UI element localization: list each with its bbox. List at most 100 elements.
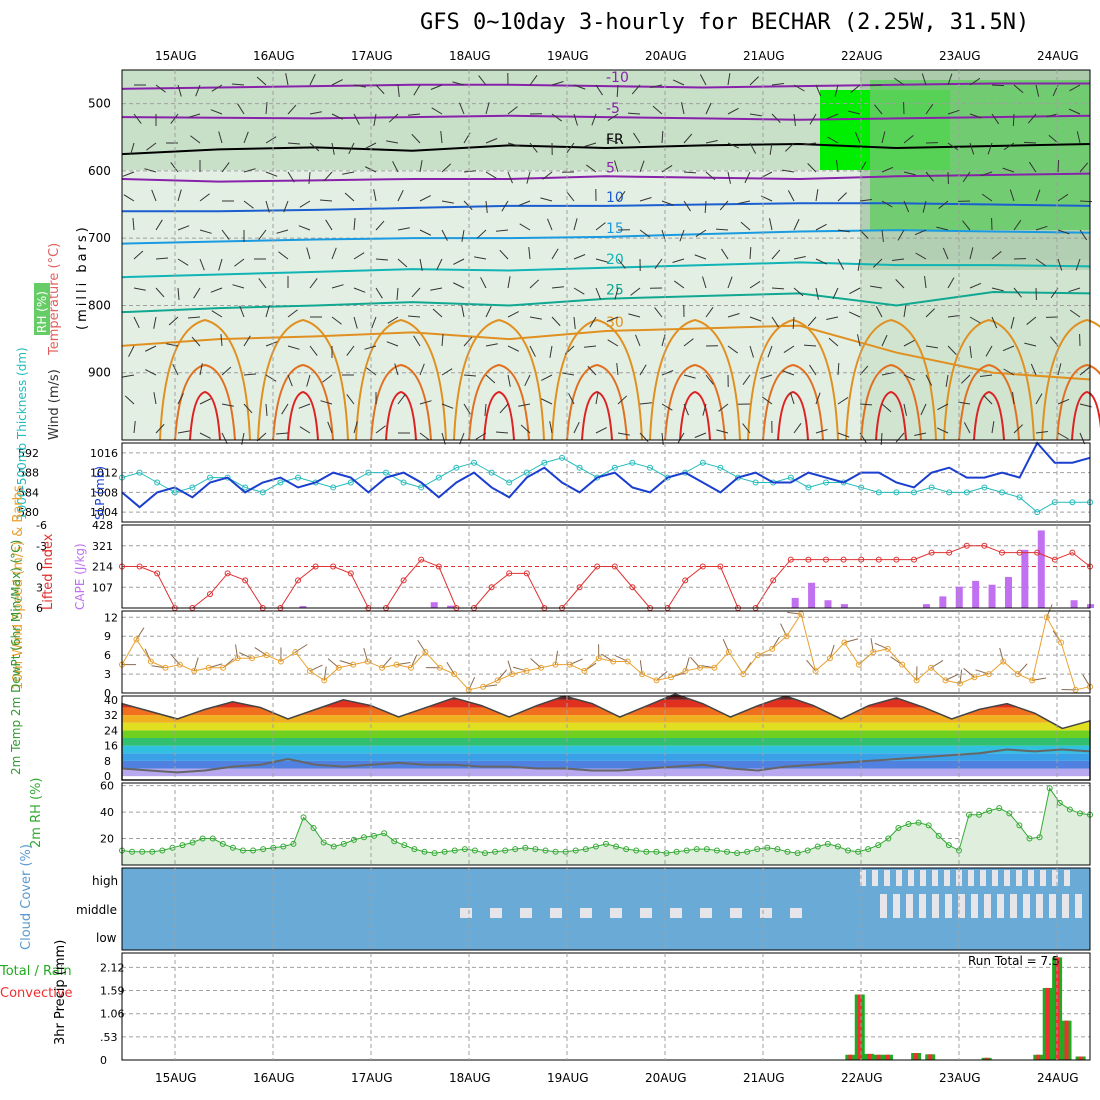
wind10m-line-point: [364, 658, 371, 665]
wind-barb: [1079, 229, 1088, 241]
rh2m-line-point: [512, 846, 519, 853]
cloud-clear-cell: [860, 870, 866, 886]
bottom-date-label: 18AUG: [449, 1071, 491, 1085]
rh2m-line-point: [976, 811, 983, 818]
rh2m-tick-label: 20: [100, 833, 114, 846]
wind10m-line-point: [668, 674, 675, 681]
precip-axis-label: 3hr Precip (mm): [53, 940, 68, 1045]
wind10m-line-point: [595, 655, 602, 662]
wind-barb: [1069, 309, 1081, 318]
wind-barb: [419, 400, 432, 405]
wind10m-line-point: [769, 645, 776, 652]
wind-barb: [809, 113, 817, 125]
thickness-line-point: [453, 464, 460, 471]
wind-barb: [122, 374, 135, 378]
isotherm-label: 20: [606, 252, 624, 268]
wind-barb: [1057, 159, 1060, 173]
wind-barb: [705, 306, 714, 318]
isotherm-label: 10: [606, 190, 624, 206]
wind-barb: [388, 113, 399, 123]
wind-barb: [922, 200, 927, 213]
wind-barb: [1079, 162, 1089, 173]
rh-axis-label: RH (%): [35, 291, 49, 333]
top-date-label: 16AUG: [253, 49, 295, 63]
rh2m-line-point: [562, 848, 569, 855]
rh2m-line-point: [935, 832, 942, 839]
cape-bar: [824, 600, 832, 608]
rh2m-line-point: [411, 846, 418, 853]
wind-barb: [616, 84, 619, 98]
millibars-label-group: (milli bars): [75, 224, 90, 330]
rh2m-line-point: [340, 840, 347, 847]
cape-bar: [922, 604, 930, 608]
wind-barb: [220, 334, 223, 347]
wind-barb: [461, 305, 465, 318]
wind-barb: [551, 286, 564, 289]
rh2m-line-point: [683, 847, 690, 854]
wind-barb: [1012, 392, 1015, 405]
wind-barb: [881, 131, 886, 144]
wind-barb: [742, 374, 751, 386]
wind-barb: [587, 365, 597, 376]
wind-barb: [837, 229, 850, 233]
bottom-date-label: 21AUG: [743, 1071, 785, 1085]
thickness-line-point: [189, 484, 196, 491]
wind-barb: [925, 103, 934, 115]
thickness-line-point: [981, 484, 988, 491]
wind-barb: [375, 287, 383, 299]
wind-barb: [595, 427, 607, 434]
bl-35-contour: [664, 363, 726, 441]
wind-tick-label: 3: [104, 668, 111, 681]
wind-barb: [969, 282, 982, 289]
wind-barb: [475, 432, 487, 440]
li-tick-label: -6: [36, 519, 47, 532]
cloud-clear-cell: [1036, 894, 1043, 918]
wind-barb: [793, 256, 806, 260]
wind-barb: [980, 374, 993, 377]
wind10m-line-point: [1058, 639, 1065, 646]
wind-barb: [721, 248, 729, 260]
wind10m-line-point: [263, 652, 270, 659]
wind-barb: [793, 84, 805, 92]
rh2m-line-point: [250, 847, 257, 854]
li-line-point: [893, 556, 900, 563]
wind-barb: [540, 197, 553, 202]
wind10m-line-point: [162, 664, 169, 671]
wind-barb: [705, 140, 718, 144]
wind10m-line-point: [1014, 671, 1021, 678]
wind-barb: [718, 403, 729, 412]
thickness-line-point: [506, 479, 513, 486]
wind-barb: [387, 316, 399, 324]
wind-barb: [740, 221, 751, 231]
wind-barb: [854, 131, 861, 144]
wind-barb: [749, 113, 762, 117]
rh2m-line-point: [814, 843, 821, 850]
temp-tick-label: 40: [104, 694, 118, 707]
wind-barb: [153, 316, 157, 329]
wind-barb: [767, 345, 773, 358]
wind10m-line-point: [176, 661, 183, 668]
thickness-line-point: [277, 479, 284, 486]
thickness-line-point: [1069, 499, 1076, 506]
wind-barb: [397, 84, 400, 97]
wind-barb: [265, 171, 278, 177]
li-line-point: [576, 584, 583, 591]
wind-barb: [925, 171, 934, 182]
wind-barb: [1069, 84, 1081, 92]
wind-barb: [749, 76, 759, 86]
li-line-point: [488, 584, 495, 591]
wind10m-line-point: [754, 652, 761, 659]
rh-axis-label-group: RH (%): [34, 283, 50, 335]
wind-barb: [793, 113, 796, 126]
wind-barb: [815, 189, 819, 202]
wind-barb: [243, 200, 254, 209]
wind-barb: [485, 200, 488, 213]
wind-barb: [124, 395, 135, 405]
wind-barb: [413, 335, 421, 347]
li-line-point: [330, 563, 337, 570]
bl-40-contour: [385, 390, 417, 441]
wind-barb: [705, 102, 712, 115]
wind10m-line-point: [928, 664, 935, 671]
wind-barb: [353, 84, 366, 88]
upper-air-ylabels: Wind (m/s) Temperature (°C): [47, 243, 62, 440]
